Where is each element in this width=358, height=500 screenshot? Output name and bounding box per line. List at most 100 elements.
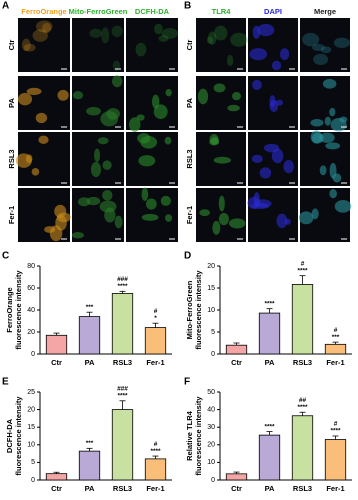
panel-label: E	[2, 377, 9, 388]
panel-label: A	[2, 1, 9, 12]
row-label: PA	[185, 97, 194, 107]
cell	[311, 208, 319, 220]
cell	[145, 198, 157, 210]
cell	[112, 75, 123, 88]
cell	[197, 88, 209, 105]
significance-stars: ****	[330, 428, 341, 435]
bar	[225, 344, 248, 355]
y-tick-label: 50	[207, 389, 215, 396]
cell	[89, 28, 102, 38]
significance-stars: ****	[297, 267, 308, 274]
y-tick-label: 80	[27, 263, 35, 270]
x-tick-label: Ctr	[51, 358, 62, 367]
cell	[151, 94, 160, 109]
cell	[94, 148, 101, 163]
bar	[324, 439, 347, 481]
cell	[32, 29, 48, 42]
x-tick-label: Ctr	[231, 358, 242, 367]
cell	[226, 54, 234, 67]
x-tick-label: RSL3	[113, 358, 132, 367]
cell	[158, 35, 169, 42]
y-tick-label: 10	[207, 307, 215, 314]
cell	[276, 213, 288, 229]
cell	[114, 215, 123, 229]
row-label: Ctr	[185, 40, 194, 51]
cell	[324, 116, 331, 126]
cell	[164, 136, 172, 145]
significance-hashes: #	[301, 260, 305, 267]
cell	[165, 88, 172, 97]
y-tick-label: 40	[27, 307, 35, 314]
x-tick-label: PA	[85, 484, 95, 493]
panel-label: F	[184, 377, 190, 388]
y-tick-label: 5	[31, 459, 35, 466]
bar	[324, 343, 347, 355]
cell	[271, 148, 284, 164]
significance-hashes: #	[154, 441, 158, 448]
panel-label: C	[2, 251, 9, 262]
cell	[325, 142, 341, 150]
cell	[330, 118, 347, 132]
micrograph	[72, 18, 124, 72]
significance-stars: ****	[117, 283, 128, 290]
micrograph	[300, 18, 350, 72]
bar	[144, 458, 167, 481]
column-header: TLR4	[212, 7, 232, 16]
cell	[199, 209, 210, 217]
cell	[17, 92, 33, 106]
cell	[165, 214, 173, 222]
cell	[329, 107, 336, 117]
y-axis-label: fluorescence intensity	[14, 396, 23, 476]
cell	[154, 23, 163, 35]
cell	[136, 114, 145, 121]
cell	[312, 43, 325, 52]
y-tick-label: 5	[211, 329, 215, 336]
cell	[97, 137, 109, 145]
cell	[302, 32, 320, 47]
y-tick-label: 15	[27, 424, 35, 431]
significance-stars: ****	[264, 300, 275, 307]
cell	[329, 189, 337, 199]
cell	[57, 89, 69, 101]
column-header: Merge	[314, 7, 336, 16]
significance-hashes: ###	[117, 386, 128, 393]
cell	[72, 91, 84, 100]
cell	[298, 211, 314, 225]
cell	[25, 154, 33, 164]
y-axis-label: DCFH-DA	[5, 418, 14, 453]
cell	[319, 132, 335, 143]
bar	[78, 450, 101, 481]
cell	[269, 95, 276, 108]
cell	[129, 117, 141, 132]
cell	[334, 200, 352, 213]
x-tick-label: Ctr	[51, 484, 62, 493]
cell	[320, 46, 332, 54]
significance-stars: ***	[86, 304, 94, 311]
significance-stars: ****	[297, 404, 308, 411]
cell	[112, 60, 121, 71]
cell	[38, 135, 49, 144]
y-tick-label: 40	[207, 406, 215, 413]
significance-stars: ***	[86, 440, 94, 447]
bar	[258, 434, 281, 481]
x-tick-label: Ctr	[231, 484, 242, 493]
cell	[160, 195, 171, 206]
micrograph	[18, 18, 70, 72]
x-tick-label: RSL3	[293, 484, 312, 493]
cell	[283, 159, 294, 174]
cell	[275, 99, 283, 106]
micrograph	[126, 18, 178, 72]
significance-stars: ***	[332, 334, 340, 341]
cell	[71, 232, 84, 239]
y-tick-label: 15	[207, 285, 215, 292]
cell	[319, 165, 327, 176]
y-axis-label: Mito-FerroGreen	[185, 280, 194, 339]
bar	[45, 473, 68, 481]
cell	[252, 79, 262, 91]
cell	[86, 196, 101, 206]
cell	[44, 226, 56, 233]
column-header: FerroOrange	[21, 7, 66, 16]
cell	[35, 112, 48, 124]
cell	[212, 220, 221, 235]
